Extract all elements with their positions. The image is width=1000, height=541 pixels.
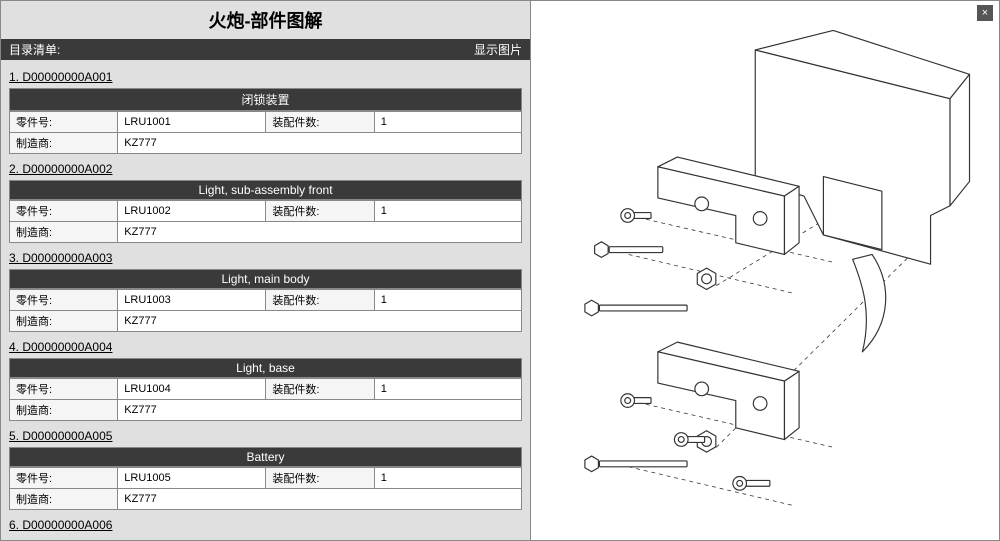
label-mfr: 制造商: [10, 133, 118, 154]
page-title: 火炮-部件图解 [1, 1, 530, 39]
label-mfr: 制造商: [10, 311, 118, 332]
value-mfr: KZ777 [118, 222, 522, 243]
value-partno: LRU1003 [118, 290, 266, 311]
app-frame: 火炮-部件图解 目录清单: 显示图片 1. D00000000A001闭锁装置零… [0, 0, 1000, 541]
part-spec-table: 零件号:LRU1003装配件数:1 制造商:KZ777 [9, 289, 522, 332]
list-header: 目录清单: 显示图片 [1, 39, 530, 60]
parts-list: 1. D00000000A001闭锁装置零件号:LRU1001装配件数:1制造商… [1, 60, 530, 540]
part-link[interactable]: 4. D00000000A004 [9, 340, 522, 354]
diagram-pane: × [531, 1, 999, 540]
label-partno: 零件号: [10, 201, 118, 222]
value-partno: LRU1004 [118, 379, 266, 400]
part-link[interactable]: 2. D00000000A002 [9, 162, 522, 176]
value-qty: 1 [374, 379, 521, 400]
part-link[interactable]: 3. D00000000A003 [9, 251, 522, 265]
label-partno: 零件号: [10, 112, 118, 133]
part-caption: Light, base [9, 358, 522, 378]
exploded-diagram [541, 11, 989, 517]
label-qty: 装配件数: [266, 112, 374, 133]
value-mfr: KZ777 [118, 133, 522, 154]
part-spec-table: 零件号:LRU1005装配件数:1 制造商:KZ777 [9, 467, 522, 510]
value-qty: 1 [374, 468, 521, 489]
part-spec-table: 零件号:LRU1004装配件数:1 制造商:KZ777 [9, 378, 522, 421]
part-item: 4. D00000000A004 Light, base零件号:LRU1004装配… [9, 340, 522, 421]
value-qty: 1 [374, 201, 521, 222]
part-item: 2. D00000000A002 Light, sub-assembly fron… [9, 162, 522, 243]
part-caption: Light, main body [9, 269, 522, 289]
part-caption: Battery [9, 447, 522, 467]
label-qty: 装配件数: [266, 379, 374, 400]
value-mfr: KZ777 [118, 400, 522, 421]
parts-list-pane: 火炮-部件图解 目录清单: 显示图片 1. D00000000A001闭锁装置零… [1, 1, 531, 540]
part-item: 5. D00000000A005 Battery零件号:LRU1005装配件数:1… [9, 429, 522, 510]
part-caption: Light, sub-assembly front [9, 180, 522, 200]
part-link[interactable]: 7. D00000000A007 [9, 538, 522, 540]
part-link[interactable]: 5. D00000000A005 [9, 429, 522, 443]
label-mfr: 制造商: [10, 400, 118, 421]
part-spec-table: 零件号:LRU1001装配件数:1 制造商:KZ777 [9, 111, 522, 154]
value-partno: LRU1005 [118, 468, 266, 489]
part-caption: 闭锁装置 [9, 88, 522, 111]
value-mfr: KZ777 [118, 489, 522, 510]
header-left-label: 目录清单: [9, 41, 60, 58]
part-item: 1. D00000000A001 闭锁装置零件号:LRU1001装配件数:1 制造商… [9, 70, 522, 154]
show-image-link[interactable]: 显示图片 [474, 41, 522, 58]
value-partno: LRU1001 [118, 112, 266, 133]
label-partno: 零件号: [10, 379, 118, 400]
value-qty: 1 [374, 290, 521, 311]
value-qty: 1 [374, 112, 521, 133]
label-qty: 装配件数: [266, 201, 374, 222]
label-mfr: 制造商: [10, 489, 118, 510]
label-qty: 装配件数: [266, 468, 374, 489]
value-mfr: KZ777 [118, 311, 522, 332]
part-spec-table: 零件号:LRU1002装配件数:1 制造商:KZ777 [9, 200, 522, 243]
label-partno: 零件号: [10, 290, 118, 311]
part-item: 3. D00000000A003 Light, main body零件号:LRU1… [9, 251, 522, 332]
label-mfr: 制造商: [10, 222, 118, 243]
value-partno: LRU1002 [118, 201, 266, 222]
part-link[interactable]: 6. D00000000A006 [9, 518, 522, 532]
label-partno: 零件号: [10, 468, 118, 489]
label-qty: 装配件数: [266, 290, 374, 311]
part-link[interactable]: 1. D00000000A001 [9, 70, 522, 84]
